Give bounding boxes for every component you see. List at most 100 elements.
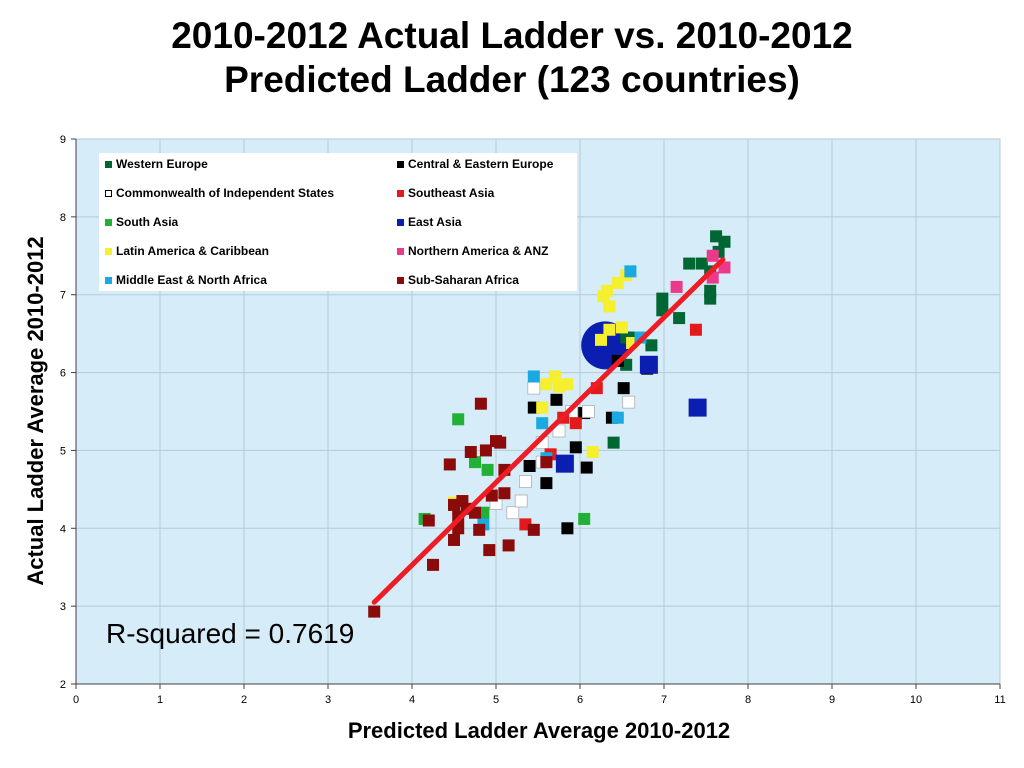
legend-swatch [397,276,404,284]
legend-label: Central & Eastern Europe [408,157,554,171]
legend-item: Latin America & Caribbean [105,244,269,258]
x-tick-label: 10 [910,694,922,706]
data-point [624,265,637,278]
legend-swatch [105,247,112,255]
data-point [611,277,624,290]
legend-label: South Asia [116,215,179,229]
legend-label: Commonwealth of Independent States [116,186,335,200]
data-point [688,398,707,417]
x-axis-label: Predicted Ladder Average 2010-2012 [347,718,731,743]
data-point [617,382,630,395]
legend-item: Commonwealth of Independent States [105,186,334,200]
y-tick-label: 2 [60,679,66,691]
data-point [443,458,456,471]
y-tick-label: 8 [60,212,66,224]
legend-label: Western Europe [116,157,208,171]
data-point [569,417,582,430]
legend-swatch [105,189,112,197]
legend-label: Latin America & Caribbean [116,244,269,258]
x-tick-label: 0 [73,694,79,706]
data-point [611,411,624,424]
data-point [464,445,477,458]
legend-swatch [397,160,404,168]
data-point [582,405,595,418]
legend-item: East Asia [397,215,462,229]
legend-label: Southeast Asia [408,186,495,200]
data-point [427,558,439,571]
chart-legend: Western Europe Central & Eastern Europe Co… [99,153,577,291]
x-tick-label: 3 [325,694,331,706]
data-point [479,444,492,457]
data-point [603,323,616,336]
data-point [368,605,381,618]
data-point [597,290,610,303]
data-point [506,506,520,520]
x-tick-label: 5 [493,694,499,706]
data-point [448,498,460,511]
data-point [452,413,465,426]
legend-item: Southeast Asia [397,186,494,200]
y-tick-label: 9 [60,134,66,146]
legend-swatch [397,218,404,226]
x-tick-label: 1 [157,694,163,706]
data-point [704,292,717,305]
x-tick-label: 7 [661,694,667,706]
data-point [514,494,528,508]
data-point [483,544,496,557]
x-tick-label: 11 [994,694,1005,706]
data-point [494,436,507,449]
data-point [527,523,540,536]
legend-item: Sub-Saharan Africa [397,273,519,287]
y-tick-label: 3 [60,601,66,613]
data-point [540,378,553,391]
legend-swatch [105,276,112,284]
legend-label: Northern America & ANZ [408,244,549,258]
legend-swatch [397,247,404,255]
data-point [586,445,599,458]
data-point [639,355,658,374]
data-point [448,533,460,546]
y-tick-label: 5 [60,445,66,457]
data-point [561,378,574,391]
data-point [683,257,696,270]
r-squared-annotation: R-squared = 0.7619 [106,618,355,649]
x-tick-label: 4 [409,694,415,706]
data-point [536,401,549,414]
data-point [550,393,563,406]
legend-item: Central & Eastern Europe [397,157,553,171]
chart-title-line-1: 2010-2012 Actual Ladder vs. 2010-2012 [171,15,853,56]
data-point [622,395,636,409]
data-point [469,506,481,519]
data-point [718,235,731,248]
data-point [706,249,719,262]
data-point [580,461,593,474]
data-point [519,475,532,488]
data-point [527,381,541,395]
data-point [540,456,553,469]
legend-item: Western Europe [105,157,208,171]
legend-item: Northern America & ANZ [397,244,548,258]
data-point [607,436,620,449]
data-point [527,370,540,383]
data-point [578,512,591,525]
data-point [603,300,616,313]
legend-label: Middle East & North Africa [116,273,267,287]
legend-item: Middle East & North Africa [105,273,267,287]
legend-item: South Asia [105,215,178,229]
data-point [656,292,669,305]
data-point [469,456,481,469]
legend-swatch [105,160,112,168]
data-point [474,397,487,410]
data-point [540,477,553,490]
data-point [523,460,536,472]
data-point [422,514,435,527]
data-point [561,522,574,535]
y-tick-label: 4 [60,523,66,535]
data-point [498,487,511,500]
data-point [481,463,494,476]
chart-title: 2010-2012 Actual Ladder vs. 2010-2012 Pr… [0,14,1024,102]
x-tick-label: 6 [577,694,583,706]
data-point [552,424,566,438]
data-point [673,312,686,325]
